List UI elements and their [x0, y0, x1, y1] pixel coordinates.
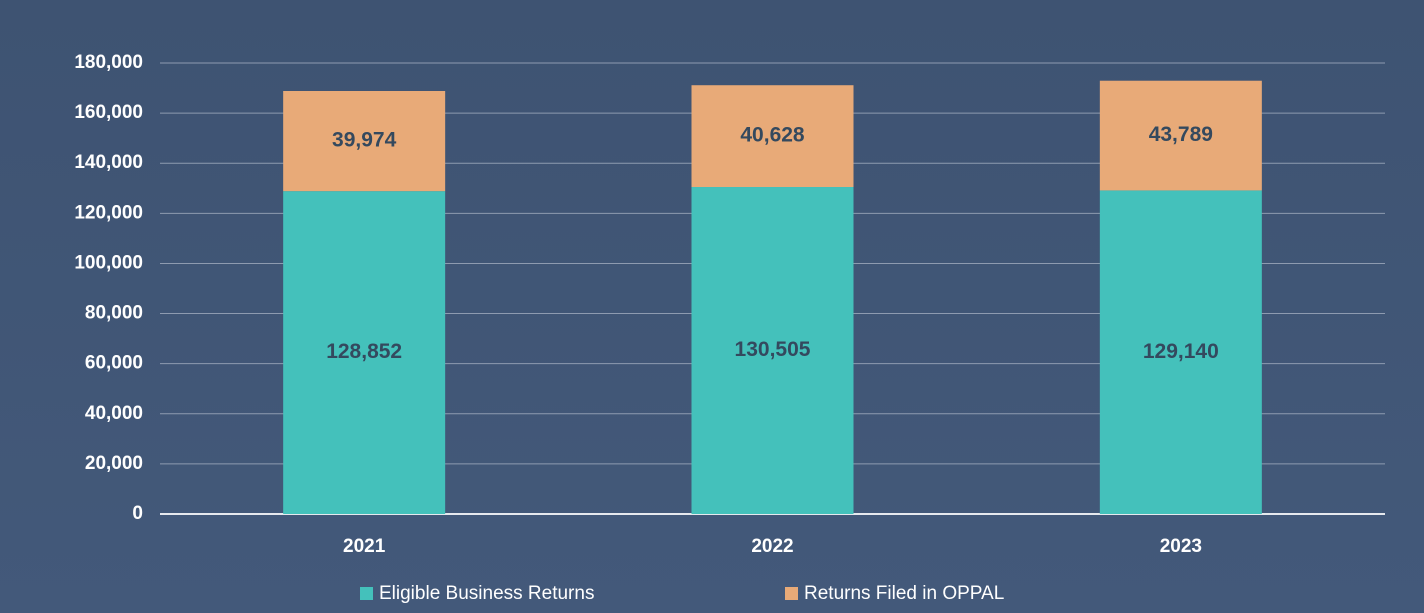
y-tick-label: 0 [132, 503, 143, 524]
bar-segment [1099, 80, 1262, 191]
legend-label: Returns Filed in OPPAL [804, 583, 1004, 604]
y-tick-label: 140,000 [74, 152, 143, 173]
legend-swatch [360, 587, 373, 600]
data-label: 43,789 [1149, 123, 1213, 146]
y-tick-label: 60,000 [85, 353, 143, 374]
data-label: 39,974 [332, 129, 397, 152]
y-tick-label: 180,000 [74, 52, 143, 73]
bar-segment [283, 191, 446, 514]
legend-swatch [785, 587, 798, 600]
y-tick-label: 40,000 [85, 403, 143, 424]
data-label: 130,505 [735, 338, 811, 361]
y-tick-label: 160,000 [74, 102, 143, 123]
y-tick-label: 120,000 [74, 202, 143, 223]
y-tick-label: 20,000 [85, 453, 143, 474]
bar-segment [283, 90, 446, 192]
x-tick-label: 2023 [1160, 536, 1202, 557]
data-label: 128,852 [326, 340, 402, 363]
data-label: 129,140 [1143, 340, 1219, 363]
x-tick-label: 2021 [343, 536, 386, 557]
y-tick-label: 100,000 [74, 252, 143, 273]
data-label: 40,628 [740, 124, 805, 147]
y-tick-label: 80,000 [85, 303, 143, 324]
bar-segment [691, 85, 854, 188]
x-tick-label: 2022 [751, 536, 793, 557]
bar-segment [691, 187, 854, 515]
legend-label: Eligible Business Returns [379, 583, 594, 604]
bar-segment [1099, 190, 1262, 514]
